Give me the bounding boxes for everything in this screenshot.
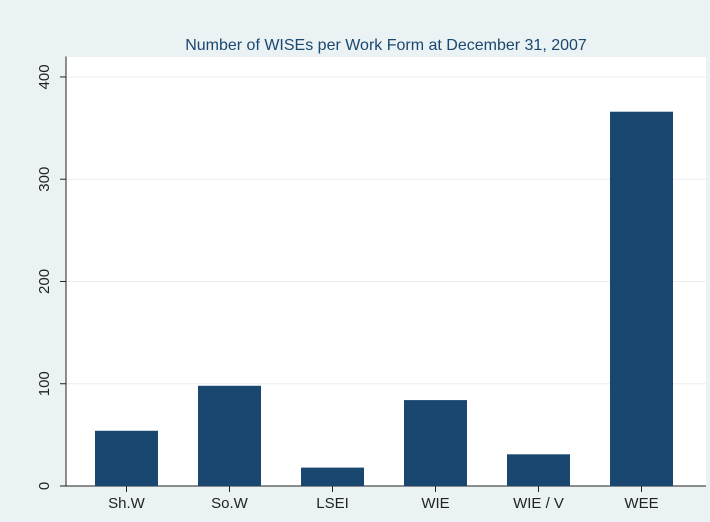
y-tick-label: 0 <box>36 482 53 490</box>
chart-title: Number of WISEs per Work Form at Decembe… <box>185 37 587 54</box>
plot-area <box>66 57 706 486</box>
bar <box>95 430 158 486</box>
x-tick-label: So.W <box>211 495 249 512</box>
y-tick-label: 200 <box>36 269 53 294</box>
bar <box>404 400 467 486</box>
x-tick-label: WEE <box>624 495 658 512</box>
bar <box>610 111 673 486</box>
y-tick-label: 100 <box>36 371 53 396</box>
x-tick-label: WIE / V <box>513 495 564 512</box>
bar <box>507 454 570 486</box>
y-tick-label: 400 <box>36 64 53 89</box>
x-tick-label: Sh.W <box>108 495 146 512</box>
y-tick-label: 300 <box>36 167 53 192</box>
x-tick-label: WIE <box>421 495 449 512</box>
bar <box>301 467 364 486</box>
bar <box>198 385 261 486</box>
x-tick-label: LSEI <box>316 495 349 512</box>
